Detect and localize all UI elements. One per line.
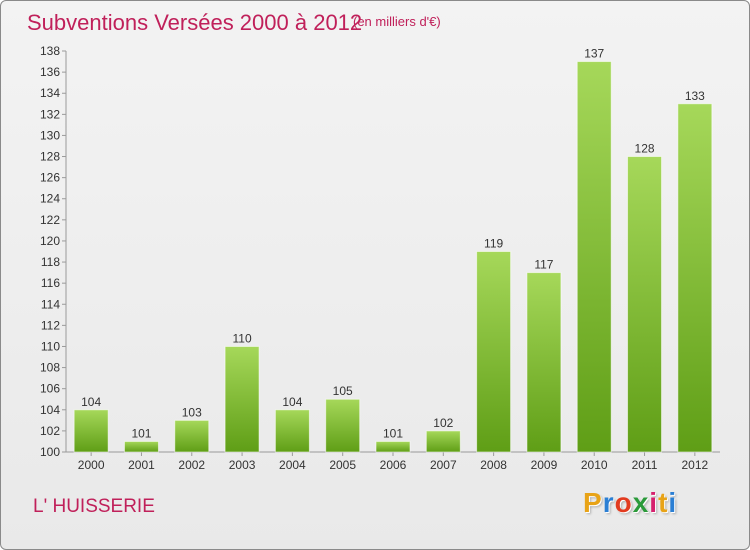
bar-2007 bbox=[425, 430, 461, 453]
y-tick-label: 116 bbox=[41, 276, 60, 290]
proxiti-logo: Proxiti bbox=[583, 487, 677, 519]
x-tick-label-2007: 2007 bbox=[430, 458, 457, 472]
data-label-2003: 110 bbox=[233, 331, 252, 345]
y-tick-label: 114 bbox=[41, 297, 60, 311]
bar-2005 bbox=[325, 398, 361, 453]
data-label-2011: 128 bbox=[635, 142, 655, 156]
data-label-2005: 105 bbox=[333, 384, 353, 398]
y-tick-label: 108 bbox=[40, 361, 60, 375]
x-tick-label-2009: 2009 bbox=[531, 458, 558, 472]
x-tick-label-2008: 2008 bbox=[480, 458, 507, 472]
y-tick-label: 138 bbox=[40, 44, 60, 58]
y-tick-label: 120 bbox=[40, 234, 60, 248]
x-tick-label-2012: 2012 bbox=[681, 458, 708, 472]
y-tick-label: 102 bbox=[40, 424, 60, 438]
y-tick-label: 136 bbox=[40, 65, 60, 79]
x-tick-label-2001: 2001 bbox=[128, 458, 155, 472]
place-name: L' HUISSERIE bbox=[33, 496, 155, 517]
x-tick-label-2010: 2010 bbox=[581, 458, 608, 472]
y-tick-label: 134 bbox=[40, 86, 60, 100]
logo-letter: o bbox=[614, 487, 633, 518]
x-tick-label-2000: 2000 bbox=[78, 458, 105, 472]
bars-group: 104 101 103 110 104 105 101 102 119 117 137 128 133 bbox=[73, 47, 713, 453]
logo-letter: P bbox=[583, 487, 603, 518]
x-tick-label-2006: 2006 bbox=[380, 458, 407, 472]
logo-letter: i bbox=[668, 487, 678, 518]
data-label-2007: 102 bbox=[433, 416, 453, 430]
data-label-2000: 104 bbox=[81, 395, 101, 409]
bar-2004 bbox=[274, 409, 310, 453]
y-tick-label: 112 bbox=[41, 318, 60, 332]
x-tick-label-2004: 2004 bbox=[279, 458, 306, 472]
x-tick-label-2002: 2002 bbox=[178, 458, 205, 472]
y-tick-label: 104 bbox=[40, 403, 60, 417]
bar-2011 bbox=[627, 156, 663, 453]
x-tick-label-2005: 2005 bbox=[329, 458, 356, 472]
data-label-2008: 119 bbox=[484, 237, 503, 251]
bar-2009 bbox=[526, 272, 562, 453]
y-tick-label: 126 bbox=[40, 171, 60, 185]
bar-2012 bbox=[677, 103, 713, 453]
data-label-2012: 133 bbox=[685, 89, 705, 103]
y-tick-label: 122 bbox=[40, 213, 60, 227]
y-tick-label: 124 bbox=[40, 192, 60, 206]
chart-unit: (en milliers d'€) bbox=[353, 14, 441, 29]
data-label-2002: 103 bbox=[182, 405, 202, 419]
bar-2010 bbox=[576, 61, 612, 453]
bar-2000 bbox=[73, 409, 109, 453]
y-tick-label: 130 bbox=[40, 128, 60, 142]
logo-letter: r bbox=[602, 487, 615, 518]
logo-letter: t bbox=[658, 487, 669, 518]
data-label-2001: 101 bbox=[131, 426, 151, 440]
logo-letter: i bbox=[649, 487, 659, 518]
data-label-2006: 101 bbox=[383, 426, 403, 440]
logo-letter: x bbox=[632, 487, 650, 518]
x-tick-label-2011: 2011 bbox=[632, 458, 658, 472]
bar-2002 bbox=[174, 419, 210, 453]
y-tick-label: 118 bbox=[41, 255, 60, 269]
data-label-2009: 117 bbox=[534, 258, 553, 272]
y-tick-label: 100 bbox=[40, 445, 60, 459]
bar-2008 bbox=[476, 251, 512, 453]
y-tick-label: 106 bbox=[40, 382, 60, 396]
bar-2003 bbox=[224, 345, 260, 453]
bar-2006 bbox=[375, 440, 411, 453]
axes-group: 100 102 104 106 108 110 112 114 116 118 120 122 124 1… bbox=[40, 44, 720, 472]
data-label-2010: 137 bbox=[584, 47, 604, 61]
y-tick-label: 132 bbox=[40, 107, 60, 121]
chart-title: Subventions Versées 2000 à 2012 bbox=[27, 10, 363, 35]
bar-2001 bbox=[123, 440, 159, 453]
y-tick-label: 128 bbox=[40, 150, 60, 164]
x-tick-label-2003: 2003 bbox=[229, 458, 256, 472]
y-tick-label: 110 bbox=[41, 339, 60, 353]
data-label-2004: 104 bbox=[282, 395, 302, 409]
